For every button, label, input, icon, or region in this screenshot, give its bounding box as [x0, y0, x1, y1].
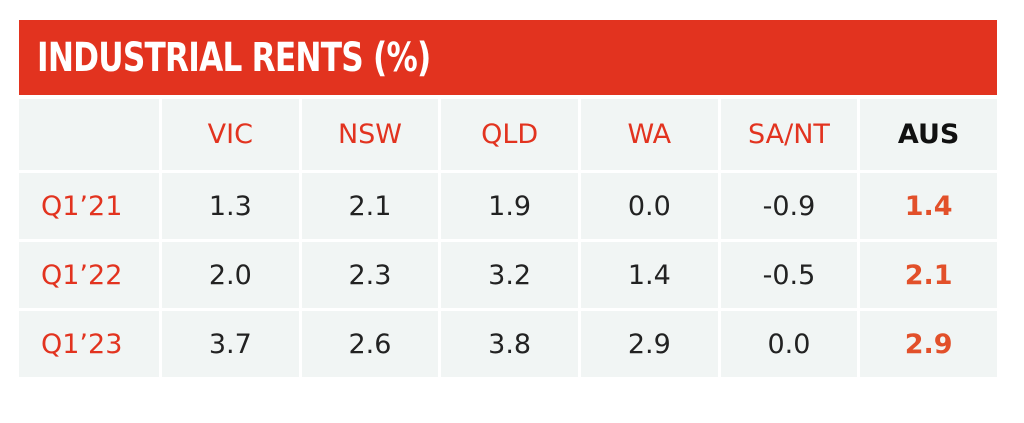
row-label: Q1’22 [19, 239, 159, 308]
column-header-wa: WA [580, 95, 718, 170]
column-header-qld: QLD [441, 95, 578, 170]
table-cell: 2.3 [301, 239, 439, 308]
row-label: Q1’21 [19, 170, 159, 239]
table-cell: 0.0 [580, 170, 718, 239]
aus-total-cell: 2.9 [860, 308, 997, 377]
table-cell: 0.0 [720, 308, 858, 377]
column-header-aus: AUS [860, 95, 997, 170]
table-cell: 1.9 [441, 170, 578, 239]
table-cell: -0.9 [720, 170, 858, 239]
table-cell: 1.4 [580, 239, 718, 308]
rents-table-panel: INDUSTRIAL RENTS (%) VIC NSW QLD WA SA/N… [19, 20, 997, 377]
column-header-nsw: NSW [301, 95, 439, 170]
table-row: Q1’22 2.0 2.3 3.2 1.4 -0.5 2.1 [19, 239, 997, 308]
row-label: Q1’23 [19, 308, 159, 377]
title-bar: INDUSTRIAL RENTS (%) [19, 20, 997, 95]
table-cell: 3.7 [162, 308, 299, 377]
table-cell: -0.5 [720, 239, 858, 308]
table-row: Q1’23 3.7 2.6 3.8 2.9 0.0 2.9 [19, 308, 997, 377]
table-cell: 3.2 [441, 239, 578, 308]
header-row: VIC NSW QLD WA SA/NT AUS [19, 95, 997, 170]
corner-cell [19, 95, 159, 170]
table-cell: 3.8 [441, 308, 578, 377]
table-cell: 2.0 [162, 239, 299, 308]
aus-total-cell: 2.1 [860, 239, 997, 308]
column-header-vic: VIC [162, 95, 299, 170]
column-header-sa-nt: SA/NT [720, 95, 858, 170]
table-cell: 2.9 [580, 308, 718, 377]
rents-table: VIC NSW QLD WA SA/NT AUS Q1’21 1.3 2.1 1… [16, 95, 1000, 377]
aus-total-cell: 1.4 [860, 170, 997, 239]
table-cell: 2.1 [301, 170, 439, 239]
table-row: Q1’21 1.3 2.1 1.9 0.0 -0.9 1.4 [19, 170, 997, 239]
table-cell: 1.3 [162, 170, 299, 239]
table-title: INDUSTRIAL RENTS (%) [37, 34, 431, 81]
table-cell: 2.6 [301, 308, 439, 377]
